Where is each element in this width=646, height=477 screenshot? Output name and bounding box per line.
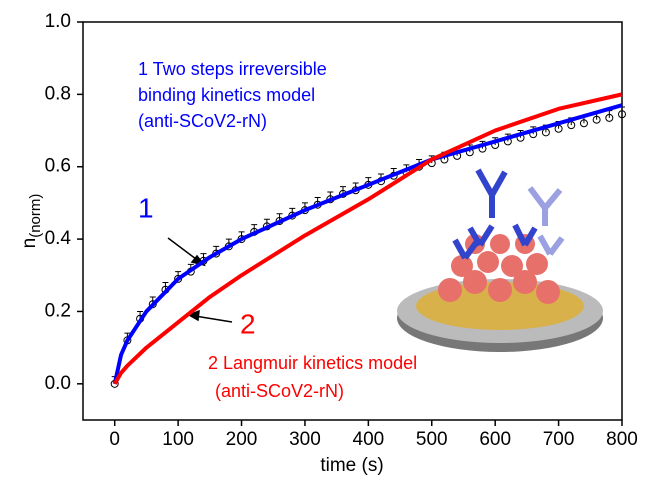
fit-line — [112, 103, 623, 385]
x-axis-label: time (s) — [320, 455, 383, 476]
x-tick-label: 300 — [289, 429, 321, 450]
data-point — [605, 113, 614, 122]
y-label-main: n — [19, 238, 40, 249]
curve-label: 1 — [138, 192, 154, 223]
curve-label: 2 — [240, 308, 256, 339]
y-axis-label: n(norm) — [19, 194, 44, 249]
x-tick-label: 700 — [543, 429, 575, 450]
y-tick-label: 0.4 — [45, 228, 72, 249]
y-tick-label: 0.6 — [45, 156, 71, 177]
model1-line: 1 Two steps irreversible — [138, 59, 327, 79]
y-tick-label: 1.0 — [45, 11, 71, 32]
model2-line: 2 Langmuir kinetics model — [208, 353, 417, 373]
model1-line: binding kinetics model — [138, 85, 315, 105]
x-tick-label: 0 — [109, 429, 120, 450]
fit-line — [112, 92, 623, 385]
y-tick-label: 0.2 — [45, 300, 71, 321]
model2-line: (anti-SCoV2-rN) — [215, 381, 344, 401]
data-point — [618, 110, 626, 119]
x-tick-label: 600 — [479, 429, 511, 450]
x-tick-label: 500 — [416, 429, 448, 450]
data-point — [592, 115, 601, 124]
y-tick-label: 0.8 — [45, 83, 71, 104]
inset-illustration — [397, 168, 603, 352]
y-tick-label: 0.0 — [45, 373, 71, 394]
x-tick-label: 400 — [353, 429, 385, 450]
x-tick-label: 100 — [162, 429, 194, 450]
model1-line: (anti-SCoV2-rN) — [138, 111, 267, 131]
y-label-sub: (norm) — [27, 194, 44, 238]
x-tick-label: 200 — [226, 429, 258, 450]
data-point — [579, 119, 588, 128]
plot-frame — [82, 21, 623, 421]
x-tick-label: 800 — [606, 429, 638, 450]
